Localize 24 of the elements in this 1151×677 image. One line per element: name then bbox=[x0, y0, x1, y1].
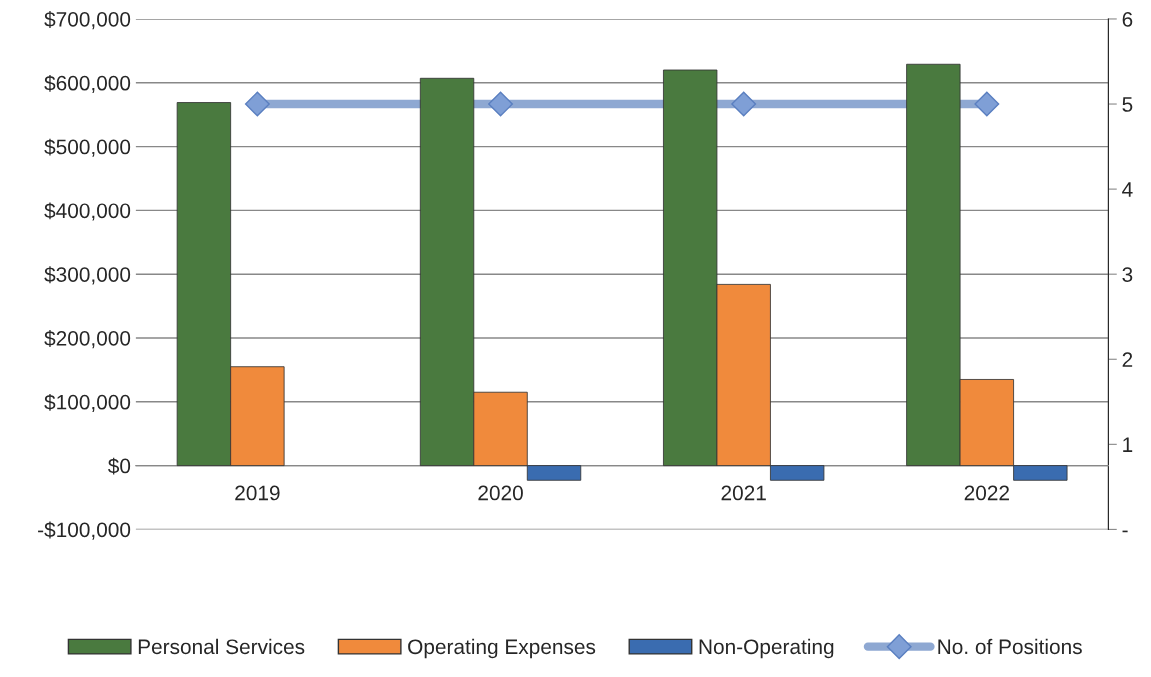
legend-label: Non-Operating bbox=[699, 638, 834, 659]
y-tick-label: -$100,000 bbox=[38, 521, 131, 540]
x-tick-label: 2019 bbox=[235, 485, 280, 501]
y-tick-label: $400,000 bbox=[44, 202, 131, 221]
y-tick-label: $0 bbox=[108, 457, 131, 475]
y2-tick-label: 5 bbox=[1122, 97, 1133, 112]
x-tick-label: 2020 bbox=[478, 485, 523, 501]
y-tick-label: $600,000 bbox=[44, 74, 131, 93]
y-tick-label: $500,000 bbox=[44, 138, 131, 157]
y2-tick-label: 6 bbox=[1122, 11, 1133, 27]
y2-tick-label: 4 bbox=[1122, 182, 1133, 197]
y2-tick-label: - bbox=[1122, 530, 1128, 533]
y2-tick-label: 1 bbox=[1123, 437, 1133, 452]
x-tick-label: 2021 bbox=[721, 485, 766, 501]
legend-label: No. of Positions bbox=[938, 638, 1082, 655]
y-tick-label: $300,000 bbox=[44, 266, 131, 285]
y2-tick-label: 2 bbox=[1122, 352, 1133, 367]
x-tick-label: 2022 bbox=[964, 485, 1009, 501]
y-tick-label: $700,000 bbox=[44, 11, 131, 30]
y-tick-label: $100,000 bbox=[44, 393, 131, 413]
legend-label: Operating Expenses bbox=[408, 638, 596, 659]
y-tick-label: $200,000 bbox=[44, 330, 131, 349]
legend-label: Personal Services bbox=[138, 638, 305, 655]
y2-tick-label: 3 bbox=[1122, 267, 1133, 282]
